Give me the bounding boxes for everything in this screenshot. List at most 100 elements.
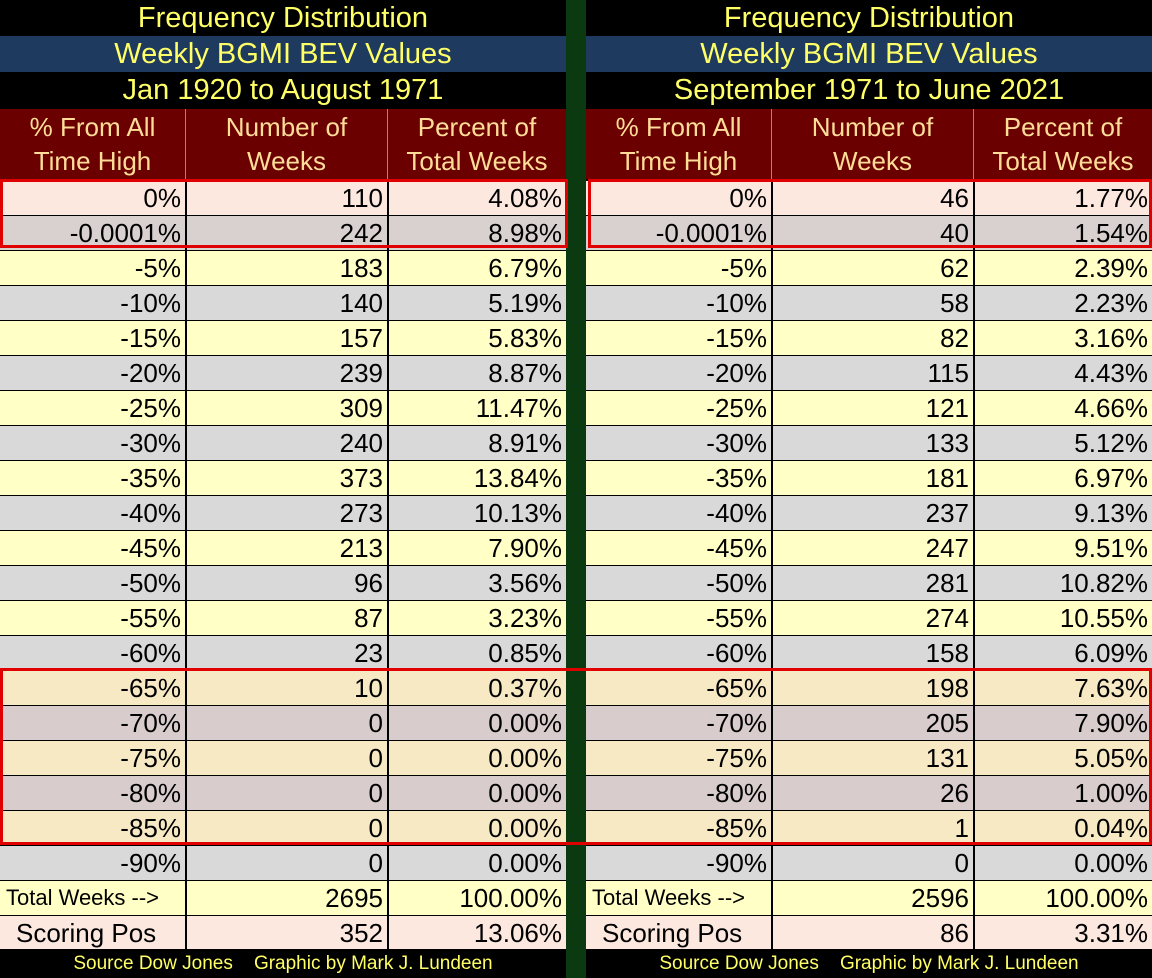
cell-number-of-weeks: 46 — [771, 181, 973, 215]
table-row: -45% 213 7.90% — [0, 531, 566, 566]
source-credit: Source Dow Jones Graphic by Mark J. Lund… — [586, 949, 1152, 978]
cell-number-of-weeks: 242 — [185, 216, 387, 250]
left-table-panel: Frequency Distribution Weekly BGMI BEV Va… — [0, 0, 566, 978]
source-credit: Source Dow Jones Graphic by Mark J. Lund… — [0, 949, 566, 978]
cell-number-of-weeks: 373 — [185, 461, 387, 495]
cell-pct-from-high: -70% — [120, 708, 181, 738]
cell-number-of-weeks: 62 — [771, 251, 973, 285]
cell-number-of-weeks: 213 — [185, 531, 387, 565]
cell-pct-from-high: 0% — [143, 183, 181, 213]
cell-number-of-weeks: 0 — [771, 846, 973, 880]
scoring-label: Scoring Pos — [16, 918, 157, 948]
cell-pct-from-high: -25% — [120, 393, 181, 423]
table-row: -65% 10 0.37% — [0, 671, 566, 706]
cell-pct-from-high: -35% — [706, 463, 767, 493]
cell-number-of-weeks: 131 — [771, 741, 973, 775]
scoring-label: Scoring Pos — [602, 918, 743, 948]
table-row: -10% 58 2.23% — [586, 286, 1152, 321]
cell-pct-from-high: -0.0001% — [69, 218, 181, 248]
cell-pct-from-high: 0% — [729, 183, 767, 213]
column-header-number-of-weeks: Number of Weeks — [771, 109, 973, 179]
cell-pct-from-high: -40% — [706, 498, 767, 528]
cell-percent-of-total: 0.00% — [387, 811, 566, 845]
table-row: -10% 140 5.19% — [0, 286, 566, 321]
table-row: -85% 1 0.04% — [586, 811, 1152, 846]
cell-pct-from-high: -55% — [706, 603, 767, 633]
cell-percent-of-total: 1.00% — [973, 776, 1152, 810]
total-weeks: 2596 — [771, 881, 973, 915]
cell-percent-of-total: 0.00% — [973, 846, 1152, 880]
cell-number-of-weeks: 0 — [185, 811, 387, 845]
title-line-3: Jan 1920 to August 1971 — [0, 72, 566, 109]
cell-pct-from-high: -80% — [120, 778, 181, 808]
cell-percent-of-total: 3.56% — [387, 566, 566, 600]
column-header-row: % From All Time High Number of Weeks Perce… — [0, 109, 566, 179]
cell-percent-of-total: 0.00% — [387, 741, 566, 775]
cell-percent-of-total: 10.13% — [387, 496, 566, 530]
total-label: Total Weeks --> — [6, 885, 160, 910]
cell-percent-of-total: 2.23% — [973, 286, 1152, 320]
column-header-percent-of-total: Percent of Total Weeks — [387, 109, 566, 179]
cell-percent-of-total: 3.23% — [387, 601, 566, 635]
cell-percent-of-total: 4.08% — [387, 181, 566, 215]
cell-number-of-weeks: 133 — [771, 426, 973, 460]
title-line-3: September 1971 to June 2021 — [586, 72, 1152, 109]
cell-pct-from-high: -65% — [120, 673, 181, 703]
title-line-2: Weekly BGMI BEV Values — [0, 36, 566, 72]
table-row: -70% 0 0.00% — [0, 706, 566, 741]
scoring-percent: 13.06% — [387, 916, 566, 950]
cell-percent-of-total: 0.00% — [387, 846, 566, 880]
cell-percent-of-total: 5.05% — [973, 741, 1152, 775]
cell-pct-from-high: -50% — [706, 568, 767, 598]
table-row: -35% 373 13.84% — [0, 461, 566, 496]
cell-percent-of-total: 4.66% — [973, 391, 1152, 425]
table-row: -60% 158 6.09% — [586, 636, 1152, 671]
cell-percent-of-total: 6.97% — [973, 461, 1152, 495]
cell-number-of-weeks: 205 — [771, 706, 973, 740]
cell-number-of-weeks: 183 — [185, 251, 387, 285]
cell-percent-of-total: 5.83% — [387, 321, 566, 355]
cell-pct-from-high: -30% — [120, 428, 181, 458]
cell-number-of-weeks: 158 — [771, 636, 973, 670]
cell-number-of-weeks: 0 — [185, 741, 387, 775]
cell-pct-from-high: -60% — [120, 638, 181, 668]
cell-number-of-weeks: 247 — [771, 531, 973, 565]
table-row: -80% 0 0.00% — [0, 776, 566, 811]
cell-pct-from-high: -10% — [706, 288, 767, 318]
cell-percent-of-total: 13.84% — [387, 461, 566, 495]
scoring-weeks: 352 — [185, 916, 387, 950]
cell-pct-from-high: -15% — [706, 323, 767, 353]
total-percent: 100.00% — [973, 881, 1152, 915]
cell-percent-of-total: 0.04% — [973, 811, 1152, 845]
cell-number-of-weeks: 281 — [771, 566, 973, 600]
cell-percent-of-total: 8.91% — [387, 426, 566, 460]
total-percent: 100.00% — [387, 881, 566, 915]
table-row: -50% 281 10.82% — [586, 566, 1152, 601]
cell-percent-of-total: 1.54% — [973, 216, 1152, 250]
cell-percent-of-total: 5.12% — [973, 426, 1152, 460]
table-row: 0% 46 1.77% — [586, 181, 1152, 216]
cell-pct-from-high: -5% — [720, 253, 767, 283]
cell-percent-of-total: 10.82% — [973, 566, 1152, 600]
table-row: -30% 240 8.91% — [0, 426, 566, 461]
scoring-position-row: Scoring Pos 86 3.31% — [586, 916, 1152, 951]
cell-number-of-weeks: 40 — [771, 216, 973, 250]
table-row: -15% 157 5.83% — [0, 321, 566, 356]
cell-pct-from-high: -20% — [706, 358, 767, 388]
cell-pct-from-high: -40% — [120, 498, 181, 528]
cell-percent-of-total: 7.63% — [973, 671, 1152, 705]
cell-number-of-weeks: 87 — [185, 601, 387, 635]
cell-pct-from-high: -45% — [120, 533, 181, 563]
table-row: -55% 274 10.55% — [586, 601, 1152, 636]
table-row: -40% 237 9.13% — [586, 496, 1152, 531]
right-table-panel: Frequency Distribution Weekly BGMI BEV Va… — [586, 0, 1152, 978]
table-row: -70% 205 7.90% — [586, 706, 1152, 741]
table-body: 0% 46 1.77% -0.0001% 40 1.54% -5% 62 2.39% -10% 58… — [586, 181, 1152, 951]
cell-number-of-weeks: 10 — [185, 671, 387, 705]
table-row: -15% 82 3.16% — [586, 321, 1152, 356]
cell-number-of-weeks: 23 — [185, 636, 387, 670]
table-row: -0.0001% 40 1.54% — [586, 216, 1152, 251]
column-header-pct-from-high: % From All Time High — [29, 112, 156, 176]
cell-percent-of-total: 7.90% — [973, 706, 1152, 740]
table-row: -60% 23 0.85% — [0, 636, 566, 671]
